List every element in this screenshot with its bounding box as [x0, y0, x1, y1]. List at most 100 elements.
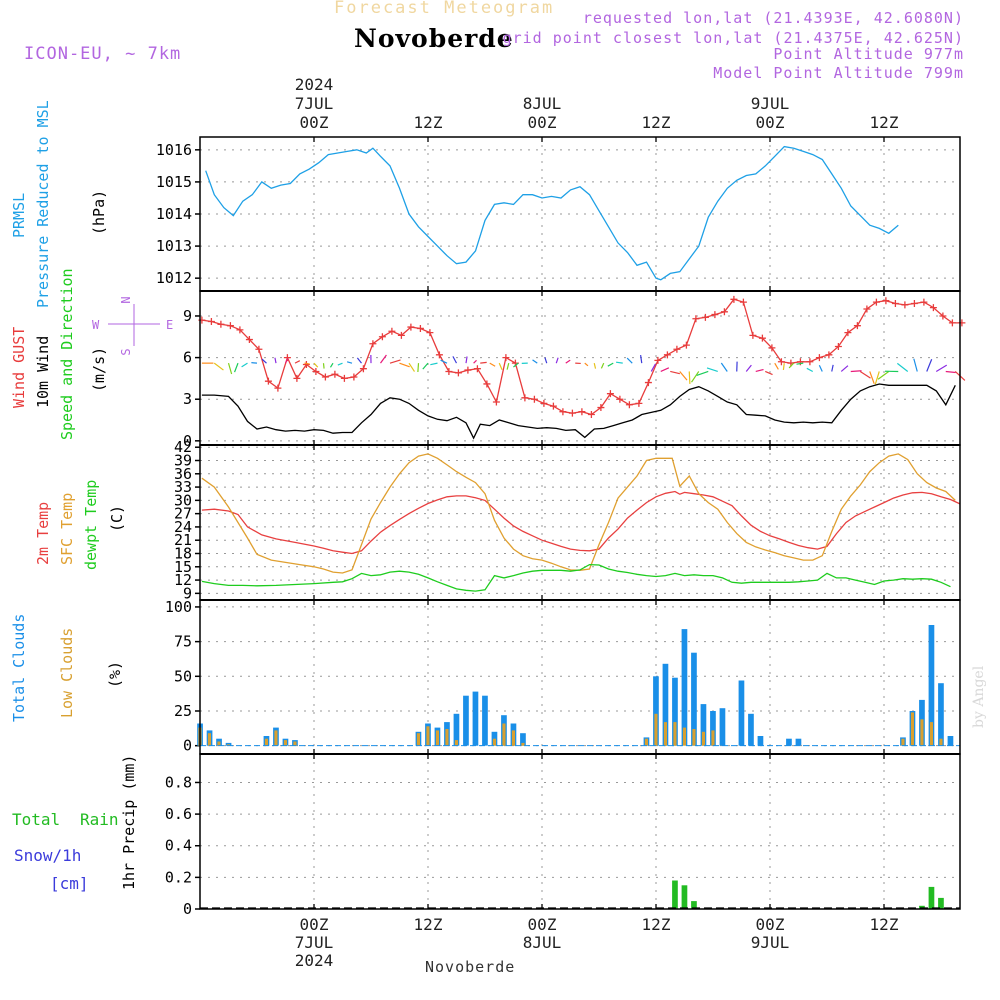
bar-low-clouds [511, 730, 515, 746]
gust-marker [739, 298, 747, 306]
wind-direction-arrow [506, 362, 510, 370]
bar-total-clouds [738, 680, 745, 746]
bar-total-clouds [520, 733, 526, 746]
wind-direction-arrow [607, 362, 614, 367]
top-time-label: 12Z [414, 113, 443, 132]
y-tick-label: 75 [174, 633, 192, 651]
bar-total-clouds [786, 738, 792, 746]
wind-direction-arrow [422, 362, 429, 370]
wind-direction-arrow [329, 362, 334, 368]
series-line-wind-gust [201, 298, 962, 416]
wind-direction-arrow [213, 362, 224, 371]
y-tick-label: 100 [165, 598, 192, 616]
bar-total-rain [928, 886, 935, 909]
gust-marker [521, 394, 529, 402]
y-tick-label: 12 [174, 571, 192, 589]
gust-marker [454, 369, 462, 377]
y-tick-label: 0 [183, 737, 192, 755]
bottom-time-label: 12Z [642, 915, 671, 934]
bottom-time-label: 00Z [756, 915, 785, 934]
model-label: ICON-EU, ~ 7km [24, 44, 182, 64]
gust-marker [397, 331, 405, 339]
bar-low-clouds [217, 741, 221, 746]
wind-direction-arrow [745, 364, 752, 372]
gust-marker [530, 395, 538, 403]
series-line-10m-wind [201, 383, 956, 440]
wind-direction-arrow [227, 362, 233, 375]
gust-marker [236, 326, 244, 334]
gust-marker [540, 399, 548, 407]
bar-total-clouds [453, 713, 460, 746]
top-time-label: 8JUL [523, 94, 562, 113]
wind-direction-arrow [650, 363, 656, 372]
wind-direction-arrow [380, 354, 387, 364]
bar-total-clouds [757, 736, 764, 746]
gust-marker [701, 313, 709, 321]
top-time-label: 9JUL [751, 94, 790, 113]
wind-direction-arrow [869, 371, 875, 384]
y-tick-label: 1015 [156, 173, 192, 191]
gust-marker [682, 341, 690, 349]
wind-direction-arrow [782, 363, 785, 371]
compass-w-label: W [92, 318, 100, 332]
wind-direction-arrow [465, 356, 468, 364]
bar-low-clouds [673, 722, 677, 746]
wind-direction-arrow [452, 356, 458, 364]
wind-direction-arrow [840, 365, 849, 372]
gust-marker [378, 333, 386, 341]
bar-low-clouds [283, 740, 287, 746]
gust-marker [245, 336, 253, 344]
bar-low-clouds [910, 712, 914, 746]
gust-marker [749, 331, 757, 339]
top-time-label: 12Z [870, 113, 899, 132]
series-line-dewpt-temp [201, 563, 951, 592]
bottom-time-label: 7JUL [295, 933, 334, 952]
y-tick-label: 39 [174, 452, 192, 470]
wind-direction-arrow [593, 363, 597, 369]
wind-direction-arrow [565, 359, 571, 364]
bar-low-clouds [274, 730, 278, 746]
gridpoint-coordinates: grid point closest lon,lat (21.4375E, 42… [502, 29, 964, 47]
bar-total-rain [691, 901, 697, 909]
bar-low-clouds [226, 744, 230, 746]
wind-direction-arrow [544, 357, 548, 364]
gust-marker [644, 379, 652, 387]
wind-direction-arrow [473, 359, 477, 364]
wind-direction-arrow [831, 364, 834, 372]
wind-direction-arrow [430, 362, 438, 366]
wind-direction-arrow [660, 367, 670, 373]
bar-low-clouds [264, 738, 268, 746]
gust-marker [730, 295, 738, 303]
top-time-label: 12Z [642, 113, 671, 132]
wind-direction-arrow [555, 357, 559, 364]
gust-marker [407, 323, 415, 331]
wind-direction-arrow [304, 362, 310, 365]
gust-marker [692, 315, 700, 323]
gust-marker [302, 361, 310, 369]
precip-total-label: Total [12, 810, 61, 829]
bar-total-clouds [482, 695, 488, 746]
bar-low-clouds [435, 730, 439, 746]
bottom-time-label: 12Z [870, 915, 899, 934]
compass-e-label: E [166, 318, 173, 332]
gust-marker [758, 334, 766, 342]
bar-low-clouds [692, 729, 696, 746]
wind-direction-arrow [616, 361, 623, 364]
gust-marker [255, 345, 263, 353]
y-tick-label: 1016 [156, 141, 192, 159]
wind-direction-arrow [626, 357, 633, 364]
gust-marker [549, 402, 557, 410]
bar-total-clouds [662, 663, 669, 746]
gust-marker [920, 298, 928, 306]
bar-total-clouds [748, 713, 754, 746]
compass-n-label: N [119, 296, 133, 303]
y-tick-label: 36 [174, 465, 192, 483]
wind-direction-arrow [670, 370, 680, 375]
gust-marker [416, 324, 424, 332]
bar-total-rain [681, 885, 688, 909]
bar-low-clouds [929, 722, 933, 746]
gust-marker [806, 358, 814, 366]
gust-marker [217, 320, 225, 328]
wind-direction-arrow [440, 359, 448, 364]
bottom-time-label: 9JUL [751, 933, 790, 952]
